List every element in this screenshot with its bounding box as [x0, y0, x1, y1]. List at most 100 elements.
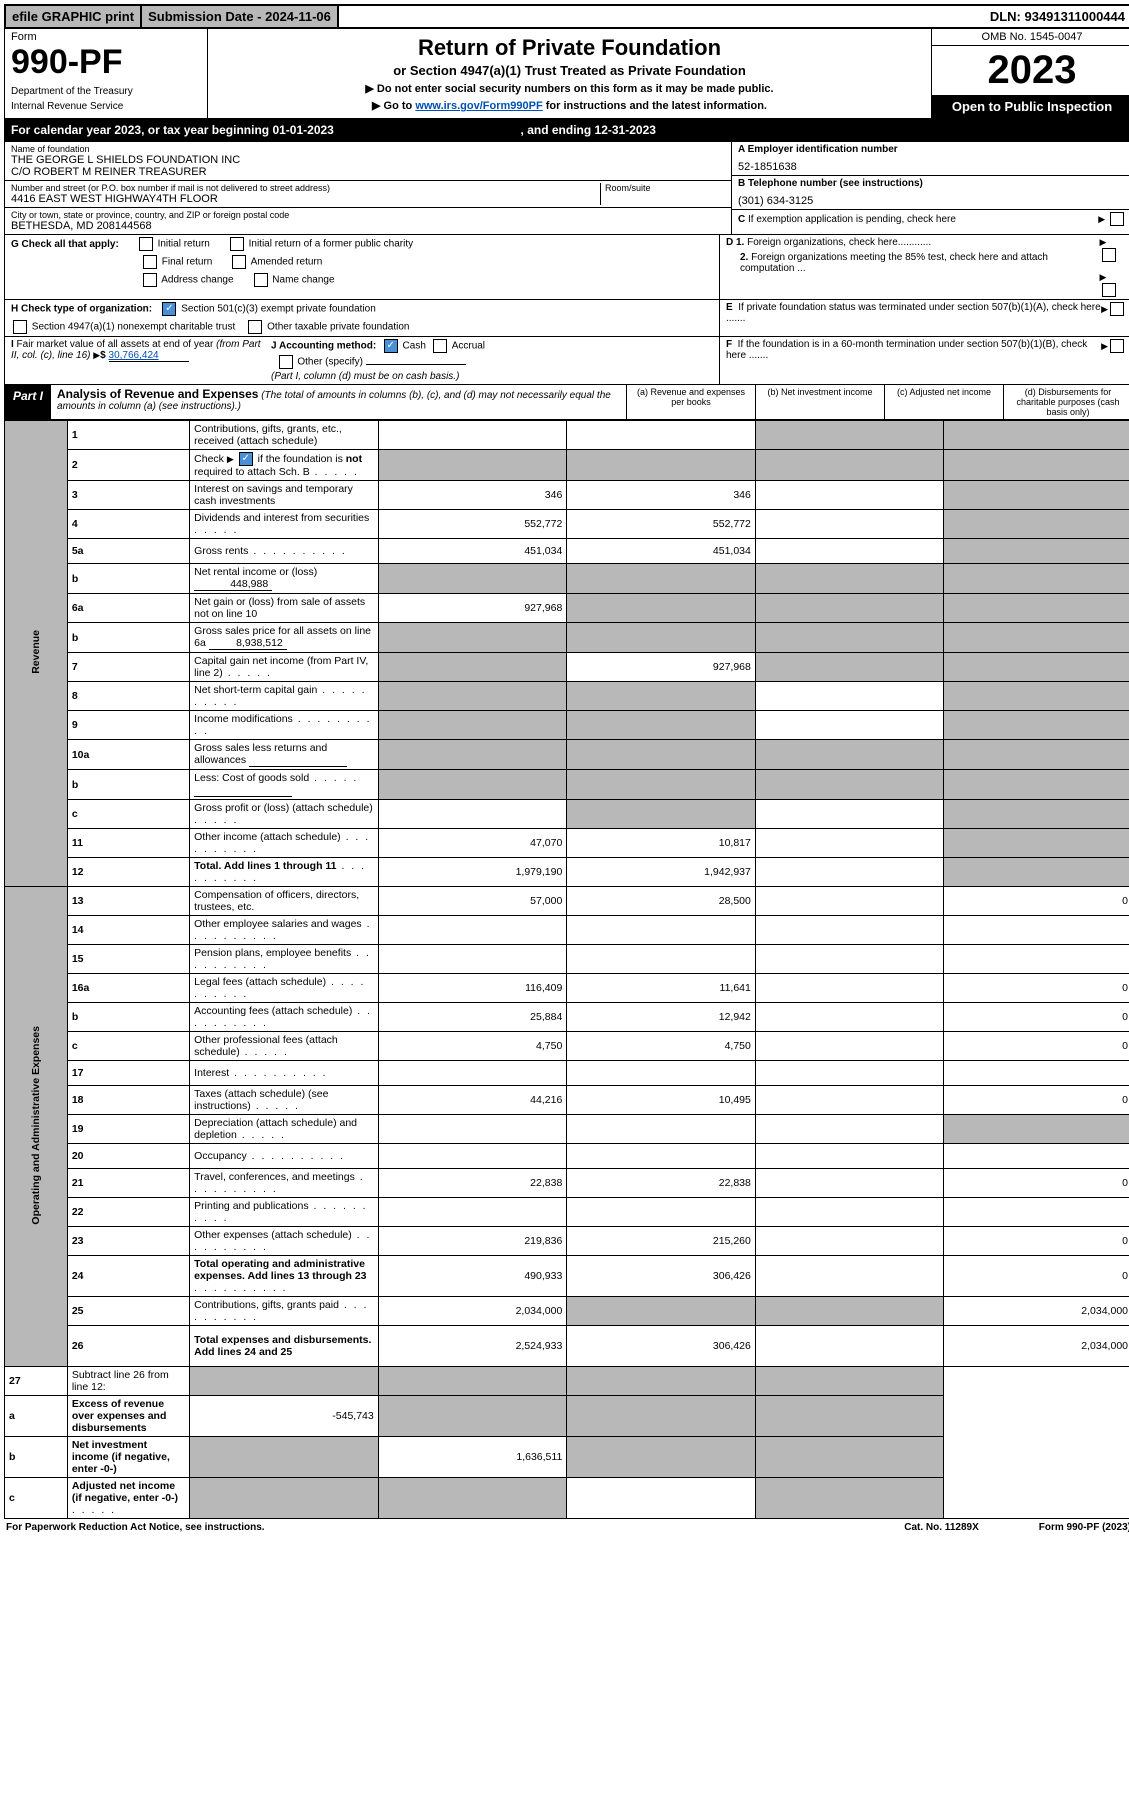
cell-col-a [378, 800, 567, 829]
cell-col-d [944, 829, 1129, 858]
j-accrual[interactable] [433, 339, 447, 353]
cell-col-c [755, 1086, 944, 1115]
line-description: Adjusted net income (if negative, enter … [67, 1478, 189, 1519]
table-row: 14Other employee salaries and wages [5, 916, 1129, 945]
cell-col-c [755, 623, 944, 653]
cell-col-b: 11,641 [567, 974, 756, 1003]
line-description: Taxes (attach schedule) (see instruction… [190, 1086, 379, 1115]
line-description: Pension plans, employee benefits [190, 945, 379, 974]
cell-col-a: 116,409 [378, 974, 567, 1003]
line-number: 3 [67, 481, 189, 510]
fmv-link[interactable]: 30,766,424 [109, 350, 189, 362]
table-row: 27Subtract line 26 from line 12: [5, 1367, 1129, 1396]
open-to-public: Open to Public Inspection [932, 95, 1129, 118]
h-row: H Check type of organization: Section 50… [5, 300, 1129, 337]
cell-col-a: 1,979,190 [378, 858, 567, 887]
cell-col-c [755, 887, 944, 916]
cell-col-a: 2,034,000 [378, 1297, 567, 1326]
h-501c3[interactable] [162, 302, 176, 316]
cell-col-b: 4,750 [567, 1032, 756, 1061]
d1-checkbox[interactable] [1102, 248, 1116, 262]
line-description: Subtract line 26 from line 12: [67, 1367, 189, 1396]
g-initial-former[interactable] [230, 237, 244, 251]
cat-number: Cat. No. 11289X [904, 1522, 978, 1533]
cell-col-d [944, 945, 1129, 974]
telephone-cell: B Telephone number (see instructions) (3… [732, 176, 1129, 210]
g-final-return[interactable] [143, 255, 157, 269]
line-number: 21 [67, 1169, 189, 1198]
g-name-change[interactable] [254, 273, 268, 287]
irs-label: Internal Revenue Service [11, 101, 201, 112]
form-id-block: Form 990-PF Department of the Treasury I… [5, 29, 208, 118]
line-number: 10a [67, 740, 189, 770]
cell-col-b [378, 1478, 567, 1519]
form-number: 990-PF [11, 43, 201, 82]
cell-col-d [944, 1198, 1129, 1227]
g-initial-return[interactable] [139, 237, 153, 251]
paperwork-notice: For Paperwork Reduction Act Notice, see … [6, 1522, 265, 1533]
cell-col-c [755, 450, 944, 481]
cell-col-a: 44,216 [378, 1086, 567, 1115]
table-row: bGross sales price for all assets on lin… [5, 623, 1129, 653]
cell-col-b [567, 945, 756, 974]
section-side-label: Operating and Administrative Expenses [5, 887, 68, 1367]
table-row: 12Total. Add lines 1 through 111,979,190… [5, 858, 1129, 887]
line-number: b [67, 1003, 189, 1032]
cell-col-d: 0 [944, 1003, 1129, 1032]
col-c-header: (c) Adjusted net income [884, 385, 1003, 419]
j-other[interactable] [279, 355, 293, 369]
cell-col-c [755, 682, 944, 711]
j-cash[interactable] [384, 339, 398, 353]
cell-col-d [944, 510, 1129, 539]
e-checkbox[interactable] [1110, 302, 1124, 316]
d2-checkbox[interactable] [1102, 283, 1116, 297]
line-number: 1 [67, 421, 189, 450]
cell-col-b: 10,495 [567, 1086, 756, 1115]
form-title-block: Return of Private Foundation or Section … [208, 29, 931, 118]
efile-print-button[interactable]: efile GRAPHIC print [6, 6, 142, 27]
cell-col-b: 346 [567, 481, 756, 510]
cell-col-d [944, 740, 1129, 770]
instructions-link[interactable]: www.irs.gov/Form990PF [415, 100, 542, 112]
h-4947a1[interactable] [13, 320, 27, 334]
h-other-taxable[interactable] [248, 320, 262, 334]
cell-col-a: 490,933 [378, 1256, 567, 1297]
cell-col-b [567, 421, 756, 450]
cell-col-b: 28,500 [567, 887, 756, 916]
c-checkbox[interactable] [1110, 212, 1124, 226]
f-checkbox[interactable] [1110, 339, 1124, 353]
g-amended-return[interactable] [232, 255, 246, 269]
table-row: 3Interest on savings and temporary cash … [5, 481, 1129, 510]
cell-col-c [755, 1198, 944, 1227]
g-address-change[interactable] [143, 273, 157, 287]
cell-col-b: 1,942,937 [567, 858, 756, 887]
cell-col-d: 0 [944, 1169, 1129, 1198]
cell-col-d: 0 [944, 1032, 1129, 1061]
tax-year: 2023 [932, 46, 1129, 95]
line-description: Contributions, gifts, grants paid [190, 1297, 379, 1326]
sch-b-checkbox[interactable] [239, 452, 253, 466]
cell-col-b [567, 1115, 756, 1144]
table-row: 11Other income (attach schedule)47,07010… [5, 829, 1129, 858]
cell-col-c [755, 711, 944, 740]
line-description: Total operating and administrative expen… [190, 1256, 379, 1297]
line-description: Printing and publications [190, 1198, 379, 1227]
line-number: 18 [67, 1086, 189, 1115]
line-description: Accounting fees (attach schedule) [190, 1003, 379, 1032]
line-description: Contributions, gifts, grants, etc., rece… [190, 421, 379, 450]
cell-col-c [755, 974, 944, 1003]
cell-col-b [567, 1144, 756, 1169]
address-cell: Number and street (or P.O. box number if… [5, 181, 731, 208]
cell-col-b [567, 1061, 756, 1086]
cell-col-b [567, 800, 756, 829]
room-suite: Room/suite [605, 183, 725, 193]
cell-col-b: 10,817 [567, 829, 756, 858]
line-number: b [67, 564, 189, 594]
cell-col-c [755, 1032, 944, 1061]
cell-col-c [755, 770, 944, 800]
line-number: 4 [67, 510, 189, 539]
cell-col-c [755, 510, 944, 539]
cell-col-c [755, 740, 944, 770]
omb-number: OMB No. 1545-0047 [932, 29, 1129, 46]
cell-col-a: 552,772 [378, 510, 567, 539]
